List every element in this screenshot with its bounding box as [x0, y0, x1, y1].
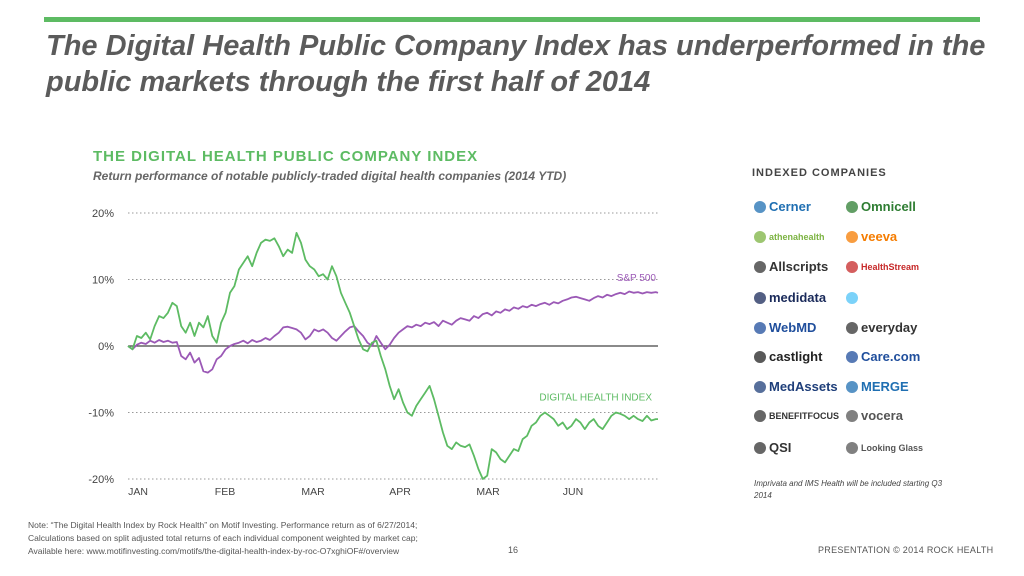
company-logo-text: Care.com: [861, 349, 921, 364]
company-logo-mark-icon: [754, 231, 766, 243]
company-logo-mark-icon: [846, 231, 858, 243]
company-logo-mark-icon: [754, 381, 766, 393]
company-logo-merge: MERGE: [846, 377, 938, 397]
company-logo-cerner: Cerner: [754, 197, 846, 217]
company-logo-medassets: MedAssets: [754, 377, 846, 397]
company-logo-mark-icon: [754, 322, 766, 334]
company-logo-athenahealth: athenahealth: [754, 227, 846, 247]
company-logo-text: Cerner: [769, 199, 811, 214]
company-logo-text: castlight: [769, 349, 823, 364]
company-logo-allscripts: Allscripts: [754, 257, 846, 277]
slide-headline: The Digital Health Public Company Index …: [46, 30, 986, 98]
company-logo-qsi: QSI: [754, 438, 846, 458]
top-rule: [44, 17, 980, 22]
company-logo-mark-icon: [846, 381, 858, 393]
company-logo-unnamed: [846, 288, 938, 308]
sp500-series-line: [127, 290, 659, 374]
y-tick-label: -20%: [88, 474, 114, 486]
x-tick-label: MAR: [301, 486, 325, 498]
company-logo-mark-icon: [846, 261, 858, 273]
company-logo-text: everyday: [861, 320, 918, 335]
y-tick-label: 0%: [98, 341, 114, 353]
company-logo-mark-icon: [846, 292, 858, 304]
x-tick-label: MAR: [476, 486, 500, 498]
company-logo-text: BENEFITFOCUS: [769, 411, 840, 421]
company-logo-care-com: Care.com: [846, 347, 938, 367]
company-logo-text: athenahealth: [769, 232, 825, 242]
source-note: Note: “The Digital Health Index by Rock …: [28, 519, 418, 558]
company-logo-benefitfocus: BENEFITFOCUS: [754, 406, 846, 426]
company-logo-everyday: everyday: [846, 318, 938, 338]
company-logo-looking-glass: Looking Glass: [846, 438, 938, 458]
company-logo-castlight: castlight: [754, 347, 846, 367]
company-logo-mark-icon: [846, 322, 858, 334]
company-logo-mark-icon: [754, 442, 766, 454]
company-logo-mark-icon: [846, 201, 858, 213]
company-logo-omnicell: Omnicell: [846, 197, 938, 217]
company-logo-mark-icon: [754, 201, 766, 213]
company-logo-mark-icon: [754, 410, 766, 422]
company-logo-veeva: veeva: [846, 227, 938, 247]
company-logo-mark-icon: [846, 351, 858, 363]
note-line: Available here: www.motifinvesting.com/m…: [28, 546, 400, 556]
company-logo-medidata: medidata: [754, 288, 846, 308]
company-logo-webmd: WebMD: [754, 318, 846, 338]
y-tick-label: 10%: [92, 275, 114, 287]
indexed-companies-header: INDEXED COMPANIES: [752, 167, 887, 179]
chart-subtitle: Return performance of notable publicly-t…: [93, 169, 567, 183]
sp500-series-label: S&P 500: [617, 273, 657, 284]
company-logo-mark-icon: [754, 261, 766, 273]
company-logo-text: WebMD: [769, 320, 817, 335]
company-logo-text: vocera: [861, 408, 903, 423]
note-line: Calculations based on split adjusted tot…: [28, 533, 418, 543]
footer-copyright: PRESENTATION © 2014 ROCK HEALTH: [818, 545, 994, 555]
company-logo-mark-icon: [754, 351, 766, 363]
company-logo-text: veeva: [861, 229, 898, 244]
note-line: Note: “The Digital Health Index by Rock …: [28, 520, 418, 530]
company-logo-mark-icon: [846, 442, 858, 454]
company-logo-text: Omnicell: [861, 199, 916, 214]
company-logo-healthstream: HealthStream: [846, 257, 938, 277]
digital-health-series-line: [127, 231, 658, 480]
inclusion-caveat: Imprivata and IMS Health will be include…: [754, 479, 943, 500]
x-tick-label: FEB: [215, 486, 235, 498]
chart-title: THE DIGITAL HEALTH PUBLIC COMPANY INDEX: [93, 148, 479, 165]
company-logo-text: medidata: [769, 290, 827, 305]
company-logo-text: MERGE: [861, 379, 909, 394]
x-tick-label: APR: [389, 486, 411, 498]
x-tick-label: JUN: [563, 486, 583, 498]
y-tick-label: -10%: [88, 408, 114, 420]
company-logo-text: Looking Glass: [861, 443, 924, 453]
company-logo-text: HealthStream: [861, 262, 920, 272]
y-tick-label: 20%: [92, 208, 114, 220]
page-number: 16: [508, 545, 519, 555]
digital-health-series-label: DIGITAL HEALTH INDEX: [539, 393, 652, 404]
company-logo-text: QSI: [769, 440, 792, 455]
company-logo-text: MedAssets: [769, 379, 838, 394]
company-logo-vocera: vocera: [846, 406, 938, 426]
company-logo-mark-icon: [846, 410, 858, 422]
company-logo-text: Allscripts: [769, 259, 829, 274]
x-tick-label: JAN: [128, 486, 148, 498]
company-logo-mark-icon: [754, 292, 766, 304]
